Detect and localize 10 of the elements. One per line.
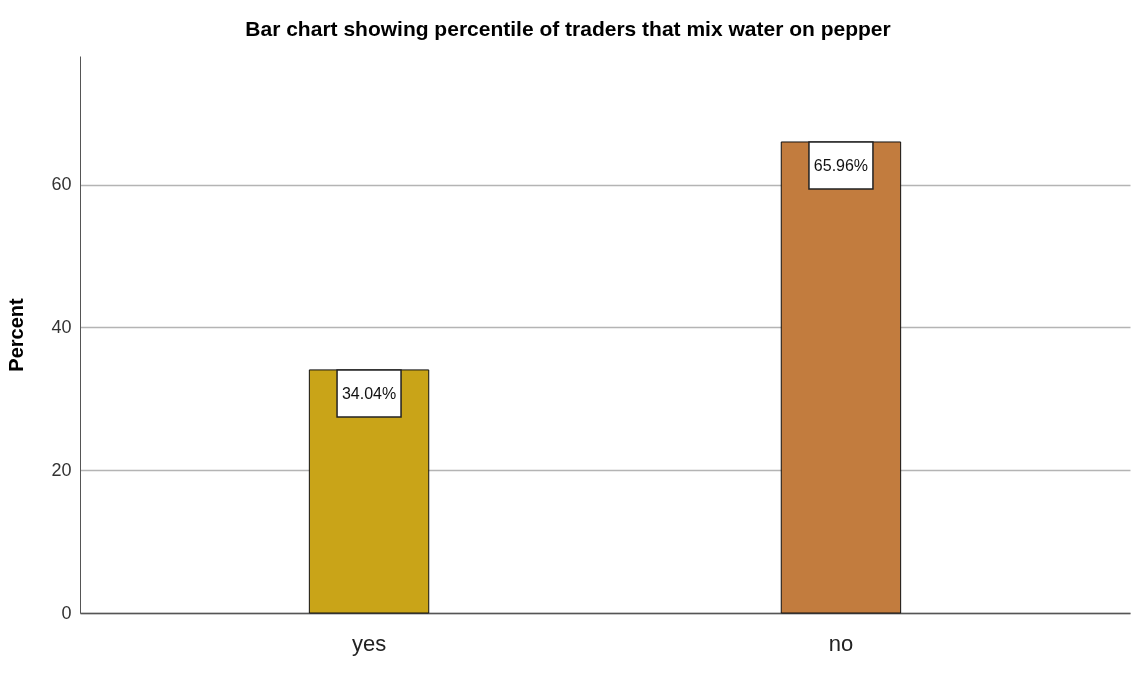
y-tick-label: 20 <box>51 459 72 480</box>
data-label: 65.96% <box>813 156 869 174</box>
y-tick-label: 60 <box>51 174 72 195</box>
chart-title: Bar chart showing percentile of traders that mix water on pepper <box>245 17 891 40</box>
y-tick-label: 0 <box>61 602 72 623</box>
x-tick-label: no <box>828 630 854 656</box>
y-axis-title: Percent <box>5 297 28 372</box>
y-tick-label: 40 <box>51 316 72 337</box>
x-tick-label: yes <box>351 630 387 656</box>
data-label: 34.04% <box>341 384 397 402</box>
